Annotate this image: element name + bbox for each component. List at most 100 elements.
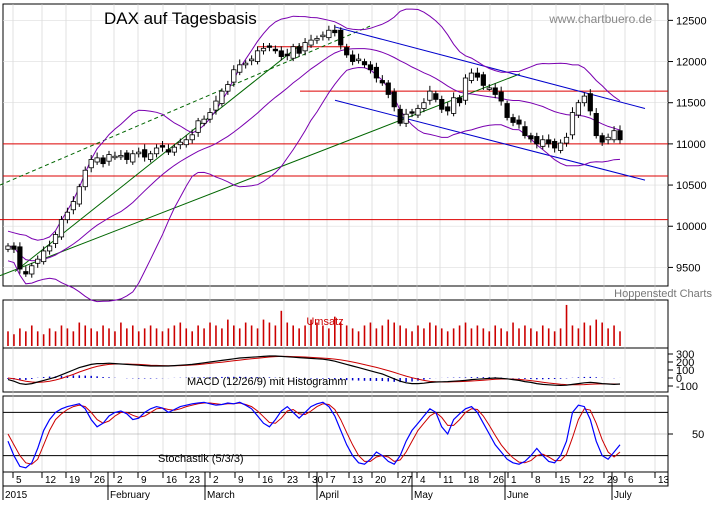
- candle-body: [249, 58, 255, 62]
- candle-body: [397, 108, 403, 124]
- candle-body: [112, 155, 118, 159]
- candle-body: [528, 135, 534, 140]
- candle-body: [52, 234, 59, 244]
- x-tick-label: 1: [511, 475, 517, 486]
- macd-y-tick-label: 300: [676, 349, 694, 361]
- candle-body: [344, 47, 350, 56]
- x-tick-label: 4: [420, 475, 426, 486]
- candle-body: [308, 39, 314, 46]
- trend-up-long: [0, 73, 521, 277]
- candle-body: [355, 58, 362, 61]
- candle-body: [243, 62, 249, 66]
- candle-body: [492, 87, 498, 95]
- candle-body: [100, 157, 106, 165]
- boll-mid: [7, 48, 621, 262]
- candle-body: [171, 146, 177, 153]
- candle-body: [136, 151, 142, 155]
- candle-body: [480, 74, 486, 86]
- candle-body: [379, 80, 385, 84]
- candle-body: [29, 265, 35, 275]
- candle-body: [462, 77, 469, 101]
- candle-body: [451, 97, 457, 114]
- candle-body: [456, 97, 463, 104]
- volume-label: Umsatz: [306, 316, 343, 328]
- candle-body: [581, 95, 587, 104]
- macd-signal-line: [7, 355, 621, 386]
- macd-y-tick-label: -100: [676, 381, 698, 393]
- candle-body: [290, 46, 296, 59]
- month-label: May: [414, 490, 433, 501]
- candle-body: [142, 149, 148, 158]
- candle-body: [338, 29, 344, 46]
- candle-body: [546, 139, 552, 145]
- macd-y-tick-label: 100: [676, 365, 694, 377]
- x-tick-label: 6: [628, 475, 634, 486]
- candle-body: [415, 108, 421, 116]
- candle-body: [159, 145, 166, 148]
- candle-body: [130, 153, 136, 163]
- candle-body: [575, 102, 582, 116]
- macd-line: [7, 355, 621, 387]
- candle-body: [260, 47, 267, 52]
- x-tick-label: 30: [312, 475, 324, 486]
- macd-y-tick-label: 0: [676, 373, 682, 385]
- y-tick-label: 11000: [676, 139, 706, 151]
- candle-body: [94, 157, 100, 163]
- x-tick-label: 23: [189, 475, 201, 486]
- candle-body: [118, 155, 124, 158]
- candle-body: [302, 42, 308, 52]
- candle-body: [195, 120, 201, 133]
- candle-body: [177, 141, 183, 146]
- candle-body: [557, 142, 564, 151]
- candle-body: [314, 38, 320, 41]
- macd-y-tick-label: 200: [676, 357, 694, 369]
- candle-body: [148, 153, 154, 160]
- month-label: June: [507, 490, 529, 501]
- candle-body: [516, 119, 522, 125]
- candle-body: [332, 29, 338, 34]
- stochastic-label: Stochastik (5/3/3): [158, 453, 244, 465]
- x-tick-label: 16: [166, 475, 178, 486]
- x-tick-label: 13: [352, 475, 364, 486]
- candle-body: [563, 136, 570, 144]
- x-tick-label: 23: [287, 475, 299, 486]
- x-tick-label: 20: [375, 475, 387, 486]
- x-tick-label: 22: [583, 475, 595, 486]
- candle-body: [373, 66, 379, 79]
- candle-body: [124, 152, 130, 160]
- boll-lower: [7, 66, 621, 303]
- candle-body: [427, 90, 433, 101]
- candle-body: [165, 149, 172, 153]
- candle-body: [403, 113, 409, 124]
- y-tick-label: 10000: [676, 221, 707, 233]
- candle-body: [421, 102, 427, 109]
- candle-body: [46, 245, 53, 252]
- y-tick-label: 9500: [676, 262, 700, 274]
- candle-body: [272, 48, 278, 52]
- x-tick-label: 7: [330, 475, 336, 486]
- x-tick-label: 5: [16, 475, 22, 486]
- watermark: www.chartbuero.de: [548, 12, 652, 26]
- candle-body: [106, 154, 112, 162]
- x-tick-label: 29: [607, 475, 619, 486]
- candle-body: [605, 136, 611, 141]
- y-tick-label: 12500: [676, 15, 707, 27]
- candle-body: [58, 219, 65, 238]
- candle-body: [88, 159, 94, 169]
- x-tick-label: 15: [559, 475, 571, 486]
- candle-body: [70, 201, 76, 211]
- candle-body: [76, 186, 82, 205]
- y-tick-label: 12000: [676, 57, 707, 69]
- candle-body: [11, 245, 17, 250]
- chart-title: DAX auf Tagesbasis: [104, 9, 257, 28]
- candle-body: [254, 50, 261, 62]
- x-tick-label: 27: [401, 475, 413, 486]
- stoch-d-line: [7, 402, 621, 465]
- candle-body: [189, 134, 195, 141]
- candle-body: [82, 169, 88, 188]
- price-panel: [2, 3, 669, 287]
- x-tick-label: 26: [94, 475, 106, 486]
- candle-body: [540, 139, 546, 147]
